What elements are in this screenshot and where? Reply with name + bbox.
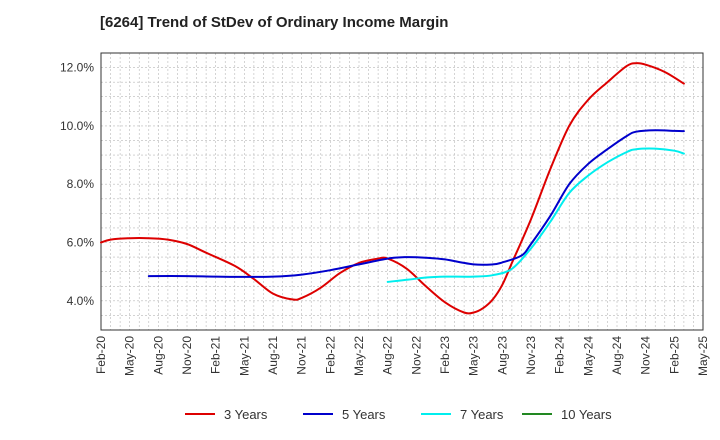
x-tick-label: Nov-23 bbox=[524, 336, 538, 375]
legend-label-5-years: 5 Years bbox=[342, 407, 386, 422]
y-tick-label: 4.0% bbox=[67, 294, 95, 308]
plot-area bbox=[101, 53, 703, 330]
plot-border bbox=[100, 52, 704, 331]
legend-label-10-years: 10 Years bbox=[561, 407, 612, 422]
y-tick-label: 10.0% bbox=[60, 119, 94, 133]
x-tick-label: Nov-24 bbox=[639, 336, 653, 375]
x-tick-label: Feb-25 bbox=[667, 336, 681, 374]
x-tick-label: May-25 bbox=[696, 336, 710, 376]
x-tick-label: May-21 bbox=[237, 336, 251, 376]
x-tick-label: Feb-22 bbox=[323, 336, 337, 374]
x-tick-label: Aug-20 bbox=[151, 336, 165, 375]
y-tick-label: 6.0% bbox=[67, 236, 95, 250]
x-tick-label: Aug-22 bbox=[381, 336, 395, 375]
x-tick-label: Nov-20 bbox=[180, 336, 194, 375]
series-layer bbox=[100, 62, 685, 315]
series-line-5-years bbox=[147, 129, 685, 278]
legend-label-3-years: 3 Years bbox=[224, 407, 268, 422]
x-tick-label: Aug-21 bbox=[266, 336, 280, 375]
x-tick-label: Feb-21 bbox=[209, 336, 223, 374]
x-tick-label: Aug-23 bbox=[495, 336, 509, 375]
chart-title: [6264] Trend of StDev of Ordinary Income… bbox=[100, 14, 449, 31]
x-tick-label: May-22 bbox=[352, 336, 366, 376]
x-tick-label: May-20 bbox=[123, 336, 137, 376]
x-tick-label: May-23 bbox=[467, 336, 481, 376]
x-tick-label: Feb-24 bbox=[553, 336, 567, 374]
y-tick-label: 8.0% bbox=[67, 177, 95, 191]
x-tick-label: Feb-23 bbox=[438, 336, 452, 374]
series-line-3-years bbox=[100, 62, 685, 315]
grid-layer bbox=[100, 52, 704, 331]
x-tick-label: Feb-20 bbox=[94, 336, 108, 374]
x-tick-label: Nov-22 bbox=[409, 336, 423, 375]
x-tick-label: Aug-24 bbox=[610, 336, 624, 375]
x-tick-label: May-24 bbox=[581, 336, 595, 376]
series-line-7-years bbox=[386, 147, 685, 283]
x-tick-label: Nov-21 bbox=[295, 336, 309, 375]
legend-label-7-years: 7 Years bbox=[460, 407, 504, 422]
axis-layer: 4.0% 6.0% 8.0% 10.0% 12.0% Feb-20 May-20 Aug-20… bbox=[60, 52, 710, 376]
y-tick-label: 12.0% bbox=[60, 61, 94, 75]
legend: 3 Years 5 Years 7 Years 10 Years bbox=[185, 407, 612, 422]
